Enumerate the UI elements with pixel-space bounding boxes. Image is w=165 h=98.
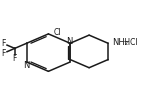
- Text: F: F: [1, 39, 5, 48]
- Text: F: F: [13, 54, 17, 63]
- Text: N: N: [66, 37, 73, 46]
- Text: ·HCl: ·HCl: [122, 38, 137, 47]
- Text: Cl: Cl: [53, 28, 61, 37]
- Text: NH₂: NH₂: [112, 38, 128, 47]
- Text: F: F: [1, 49, 5, 58]
- Text: N: N: [23, 60, 30, 69]
